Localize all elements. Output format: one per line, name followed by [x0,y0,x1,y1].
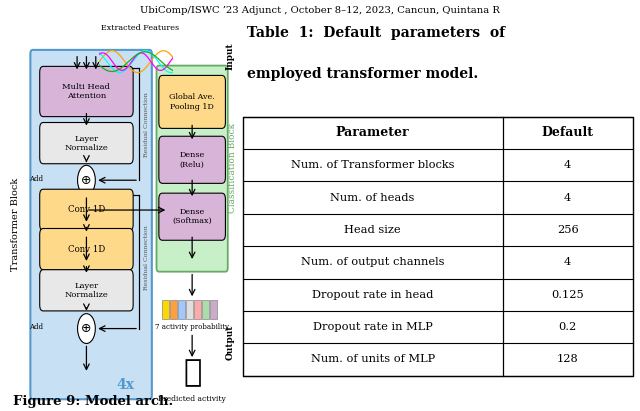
Circle shape [77,314,95,344]
Text: ⊕: ⊕ [81,174,92,187]
Text: Dense
(Relu): Dense (Relu) [179,151,205,169]
Text: 🚴: 🚴 [183,358,201,387]
Text: Conv 1D: Conv 1D [68,245,105,254]
Text: Output: Output [225,325,235,360]
FancyBboxPatch shape [157,66,228,272]
FancyBboxPatch shape [178,300,185,319]
FancyBboxPatch shape [30,50,152,399]
Text: 0.125: 0.125 [551,290,584,300]
Text: 0.2: 0.2 [559,322,577,332]
Text: Global Ave.
Pooling 1D: Global Ave. Pooling 1D [169,93,215,111]
FancyBboxPatch shape [40,67,133,117]
Text: Multi Head
Attention: Multi Head Attention [63,83,110,100]
Text: 4x: 4x [116,379,134,393]
FancyBboxPatch shape [40,122,133,164]
FancyBboxPatch shape [162,300,169,319]
Text: Default: Default [541,127,594,139]
FancyBboxPatch shape [40,229,133,270]
FancyBboxPatch shape [194,300,201,319]
FancyBboxPatch shape [159,193,225,240]
Text: 4: 4 [564,257,572,268]
Text: Classification Block: Classification Block [228,123,237,213]
Text: Residual Connection: Residual Connection [143,92,148,157]
Text: Add: Add [29,323,44,331]
Text: 4: 4 [564,193,572,203]
FancyBboxPatch shape [159,136,225,183]
Text: Num. of units of MLP: Num. of units of MLP [310,354,435,365]
Text: 256: 256 [557,225,579,235]
Text: Transformer Block: Transformer Block [11,178,20,271]
Text: Layer
Normalize: Layer Normalize [65,134,108,152]
Text: 7 activity probability: 7 activity probability [155,323,229,331]
Text: ⊕: ⊕ [81,322,92,335]
Text: Parameter: Parameter [336,127,410,139]
Text: Residual Connection: Residual Connection [143,226,148,290]
Text: Dense
(Softmax): Dense (Softmax) [172,208,212,225]
Text: Head size: Head size [344,225,401,235]
Text: Input: Input [225,42,235,69]
Text: Extracted Features: Extracted Features [101,24,179,32]
Text: Layer
Normalize: Layer Normalize [65,282,108,299]
Text: Dropout rate in MLP: Dropout rate in MLP [313,322,433,332]
Text: Num. of Transformer blocks: Num. of Transformer blocks [291,160,454,170]
FancyBboxPatch shape [186,300,193,319]
FancyBboxPatch shape [209,300,217,319]
Circle shape [77,165,95,195]
FancyBboxPatch shape [40,189,133,231]
Bar [243,117,633,376]
FancyBboxPatch shape [40,270,133,311]
FancyBboxPatch shape [170,300,177,319]
Text: Conv 1D: Conv 1D [68,206,105,215]
Text: 4: 4 [564,160,572,170]
FancyBboxPatch shape [159,75,225,128]
Text: Num. of output channels: Num. of output channels [301,257,444,268]
Text: Add: Add [29,175,44,182]
Text: Predicted activity: Predicted activity [158,395,226,403]
Text: UbiComp/ISWC ’23 Adjunct , October 8–12, 2023, Cancun, Quintana R: UbiComp/ISWC ’23 Adjunct , October 8–12,… [140,6,500,15]
Text: Num. of heads: Num. of heads [330,193,415,203]
Text: employed transformer model.: employed transformer model. [246,67,478,81]
Text: Dropout rate in head: Dropout rate in head [312,290,433,300]
Text: 128: 128 [557,354,579,365]
FancyBboxPatch shape [202,300,209,319]
Text: Figure 9: Model arch.: Figure 9: Model arch. [13,395,173,408]
Text: Table  1:  Default  parameters  of: Table 1: Default parameters of [246,26,505,40]
